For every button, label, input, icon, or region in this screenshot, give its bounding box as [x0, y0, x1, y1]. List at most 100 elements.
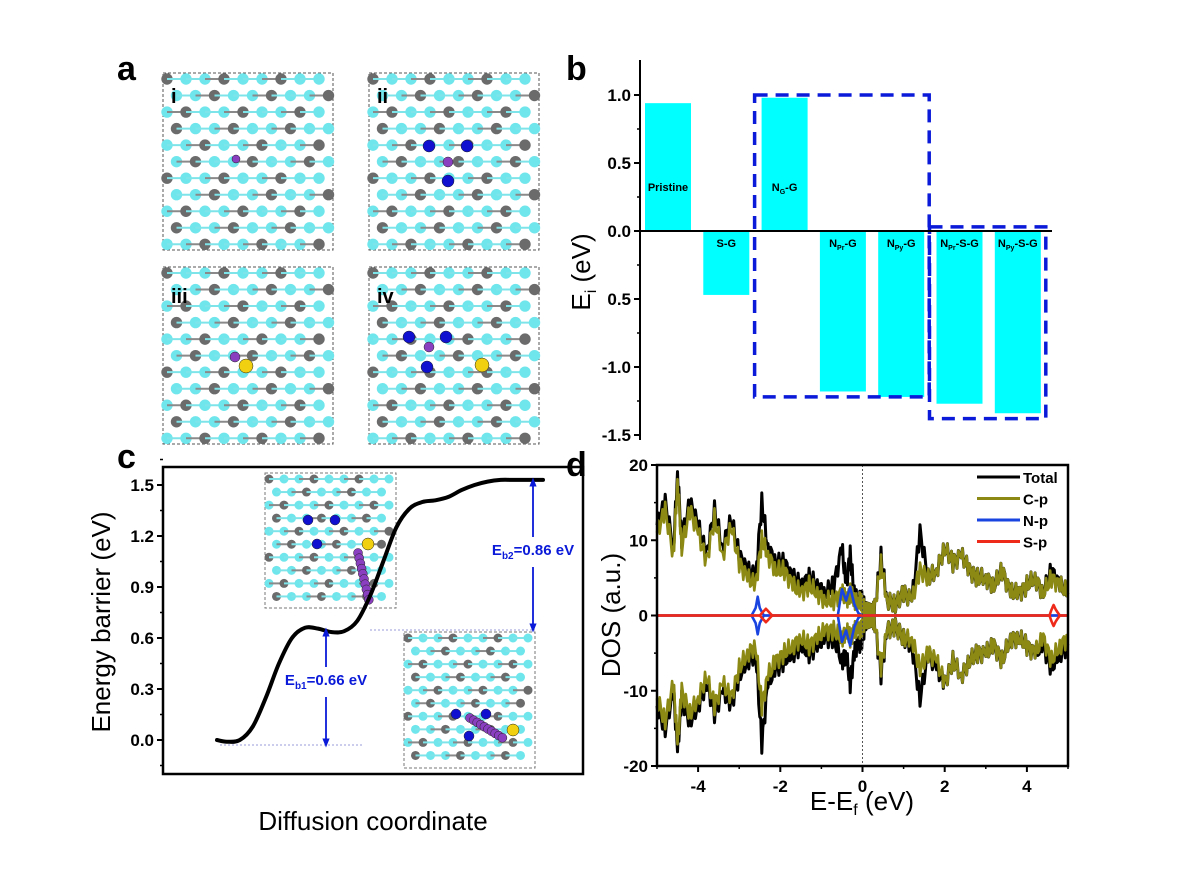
y-tick-label: 0.5: [607, 154, 631, 173]
bar-label: NPr-S-G: [940, 238, 979, 252]
structure-iii: iii: [161, 266, 335, 445]
substrate-atom: [523, 633, 533, 643]
substrate-atom: [322, 122, 335, 135]
substrate-atom: [528, 416, 541, 428]
carbon-atom: [528, 189, 541, 201]
carbon-atom: [322, 383, 335, 395]
y-tick-label: -20: [623, 757, 648, 776]
substrate-atom: [377, 513, 386, 523]
substrate-atom: [313, 205, 325, 217]
substrate-atom: [516, 750, 525, 760]
carbon-atom: [313, 139, 325, 151]
substrate-atom: [313, 106, 325, 118]
y-tick-label: -1.5: [602, 426, 631, 445]
guide-lines: [220, 629, 535, 746]
dos-line-c-p-spin-down: [655, 609, 1070, 746]
nitrogen-atom: [302, 514, 314, 526]
dos-line-c-p-spin-up: [655, 477, 1070, 622]
plot-frame: [161, 465, 585, 776]
substrate-atom: [523, 737, 533, 747]
lithium-atom: [231, 154, 241, 164]
y-axis-title: Energy barrier (eV): [86, 511, 116, 732]
nitrogen-atom: [329, 514, 341, 526]
nitrogen-atom: [463, 730, 475, 742]
y-tick-label: 0.6: [130, 629, 154, 648]
dos-series: [655, 470, 1070, 755]
lithium-atom: [423, 341, 435, 353]
substrate-atom: [384, 474, 394, 484]
nitrogen-atom: [311, 538, 323, 550]
y-axis-title: Ei (eV): [566, 233, 600, 310]
nitrogen-atom: [439, 330, 453, 344]
panel-letter-b: b: [566, 50, 587, 88]
nitrogen-atom: [450, 708, 462, 720]
nitrogen-atom: [422, 139, 436, 153]
substrate-atom: [313, 73, 325, 85]
structure-label: i: [171, 86, 177, 108]
bar: [645, 103, 691, 231]
substrate-atom: [516, 672, 525, 682]
bar: [994, 231, 1041, 414]
y-tick-label: 0.0: [607, 222, 631, 241]
y-tick-label: 20: [629, 456, 648, 475]
panel-c-energy-barrier: 0.0 0.3 0.6 0.9 1.2 1.5 Eb1=0.66 eV Eb2=0.86 e…: [86, 458, 585, 836]
sulfur-atom: [506, 723, 520, 737]
substrate-atom: [528, 122, 541, 135]
substrate-atom: [519, 366, 531, 378]
carbon-atom: [313, 432, 325, 444]
lithium-atom: [229, 351, 241, 363]
x-tick-label: 0: [858, 777, 867, 796]
substrate-atom: [377, 487, 386, 497]
y-tick-label: 1.5: [130, 476, 154, 495]
highlight-box: [927, 225, 1048, 421]
substrate-atom: [516, 646, 525, 656]
bar-labels: Pristine S-G NG-G NPr-G NPy-G NPr-S-G NPy-S-G: [648, 182, 1038, 252]
structure-i: i: [161, 72, 335, 251]
structure-ii: ii: [367, 72, 541, 251]
inset-structures: [264, 472, 536, 769]
substrate-atom: [523, 659, 533, 669]
y-tick-label: 0.3: [130, 680, 154, 699]
substrate-atom: [528, 349, 541, 362]
bar-label: NPr-G: [829, 238, 857, 252]
substrate-atom: [519, 399, 531, 411]
y-tick-label: 10: [629, 531, 648, 550]
nitrogen-atom: [402, 330, 416, 344]
panel-letter-d: d: [566, 446, 587, 484]
substrate-atom: [313, 300, 325, 312]
carbon-atom: [528, 89, 541, 102]
bar: [761, 97, 808, 231]
substrate-atom: [322, 416, 335, 428]
substrate-atom: [322, 155, 335, 168]
carbon-atom: [519, 238, 531, 250]
substrate-atom: [528, 222, 541, 234]
carbon-atom: [313, 238, 325, 250]
legend-label: S-p: [1023, 535, 1047, 552]
substrate-atom: [313, 267, 325, 279]
carbon-atom: [313, 333, 325, 345]
carbon-atom: [519, 139, 531, 151]
y-tick-label: -1.0: [602, 358, 631, 377]
dos-line-n-p-spin-up: [657, 585, 1068, 617]
substrate-atom: [523, 711, 533, 721]
nitrogen-atom: [480, 708, 492, 720]
carbon-atom: [322, 89, 335, 102]
substrate-atom: [528, 155, 541, 168]
bar-label: NPy-S-G: [998, 238, 1038, 252]
carbon-atom: [322, 189, 335, 201]
x-tick-label: -4: [691, 777, 707, 796]
legend-label: C-p: [1023, 492, 1048, 509]
structure-iv: iv: [367, 266, 541, 445]
panel-letter-c: c: [117, 438, 136, 476]
label-background: [282, 672, 370, 692]
y-tick-label: 1.2: [130, 527, 154, 546]
bar-label: S-G: [717, 238, 737, 250]
graphene-lattice: [264, 474, 394, 601]
substrate-atom: [313, 366, 325, 378]
y-tick-label: 1.0: [607, 86, 631, 105]
graphene-lattice: [403, 633, 533, 760]
barrier-annotations: Eb1=0.66 eV Eb2=0.86 eV: [282, 477, 577, 748]
carbon-atom: [377, 539, 386, 549]
bar: [819, 231, 866, 392]
